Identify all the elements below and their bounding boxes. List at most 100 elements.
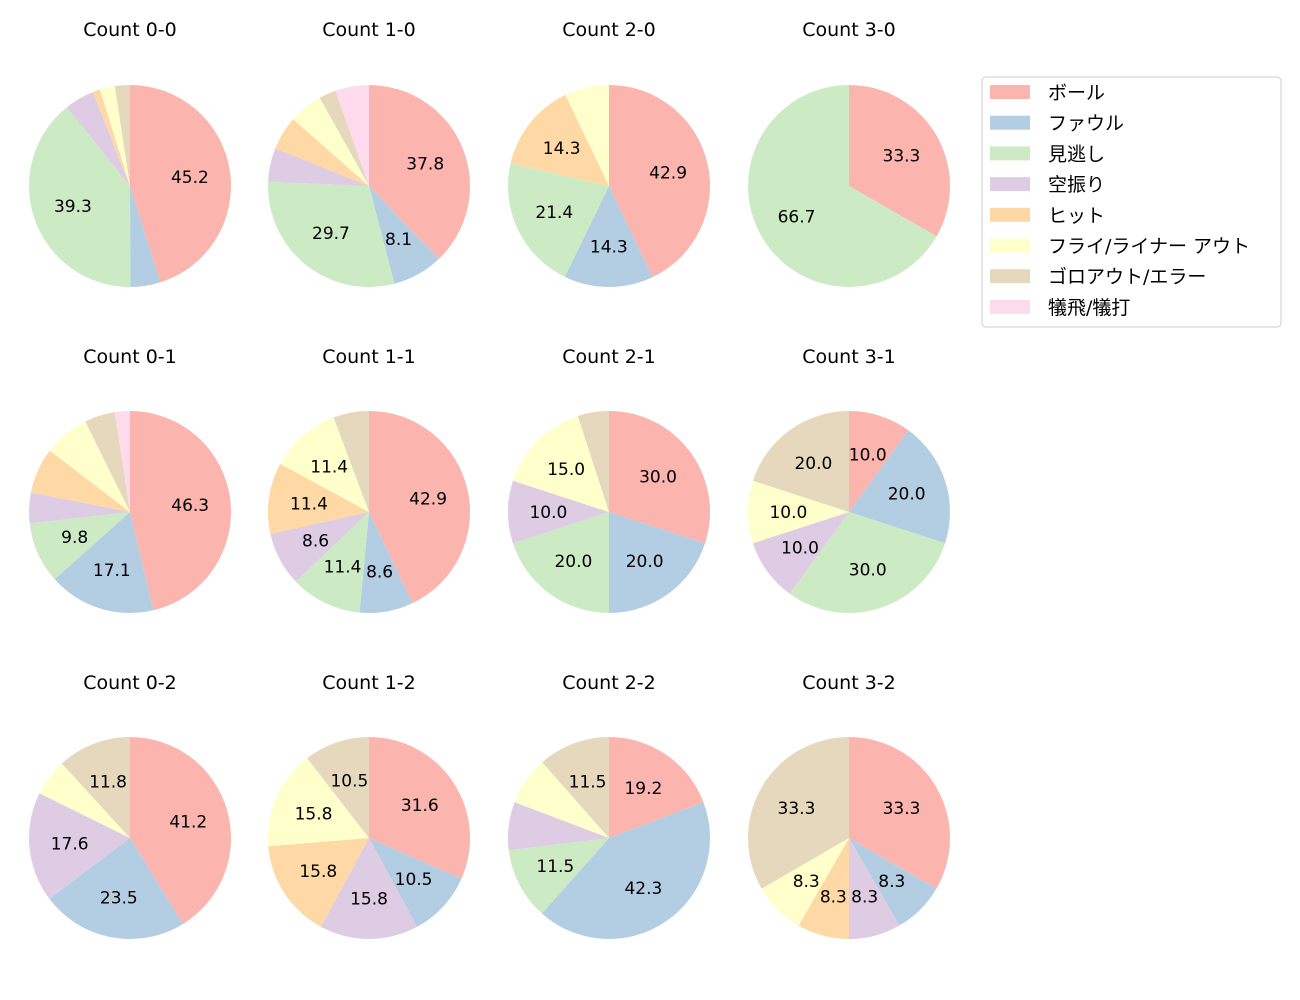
pie-slice (609, 737, 704, 838)
pie-slice (307, 737, 369, 838)
slice-label: 15.8 (350, 890, 388, 910)
pie-slice (789, 512, 946, 613)
pie-slice (335, 85, 369, 186)
slice-label: 8.6 (302, 532, 329, 552)
legend-swatch (990, 146, 1030, 161)
pie-slice (268, 148, 369, 186)
pie-slice (29, 793, 130, 899)
pie-slice (295, 512, 369, 613)
slice-label: 14.3 (543, 139, 581, 159)
pie-slice (508, 838, 609, 914)
slice-label: 33.3 (778, 799, 816, 819)
slice-label: 8.3 (851, 888, 878, 908)
slice-label: 11.4 (290, 495, 328, 515)
pie-slice (849, 838, 937, 926)
legend-item: フライ/ライナー アウト (990, 236, 1250, 258)
pie-slice (369, 411, 470, 604)
pie-slice (542, 737, 609, 838)
pie-slice (609, 512, 706, 613)
slice-label: 20.0 (888, 484, 926, 504)
pie-count-3-2: Count 3-233.38.38.38.38.333.3 (748, 672, 950, 939)
pie-slice (761, 838, 849, 926)
legend-label: 見逃し (1048, 143, 1105, 165)
legend-label: ファウル (1048, 113, 1124, 135)
slice-label: 31.6 (401, 796, 439, 816)
legend-item: ゴロアウト/エラー (990, 266, 1206, 288)
legend-item: ヒット (990, 205, 1105, 227)
slice-label: 19.2 (624, 779, 662, 799)
pie-slice (849, 737, 950, 889)
pie-slice (66, 92, 130, 186)
pie-title: Count 0-0 (83, 19, 177, 41)
pie-slice (268, 758, 369, 847)
pie-slice (280, 417, 369, 512)
slice-label: 20.0 (794, 454, 832, 474)
pie-slice (268, 181, 395, 288)
slice-label: 10.5 (395, 870, 433, 890)
pie-slice (752, 411, 849, 512)
pie-slice (319, 90, 369, 186)
legend-label: ヒット (1048, 205, 1105, 227)
slice-label: 11.5 (536, 857, 574, 877)
legend-label: フライ/ライナー アウト (1048, 236, 1250, 258)
legend-swatch (990, 269, 1030, 284)
slice-label: 29.7 (312, 224, 350, 244)
pie-slice (369, 186, 439, 284)
pie-slice (130, 186, 161, 287)
pie-count-0-2: Count 0-2 41.2 23.5 17.6 11.8 (29, 672, 231, 939)
slice-label: 20.0 (554, 552, 592, 572)
legend-item: 見逃し (990, 143, 1105, 165)
pie-count-1-2: Count 1-2 31.6 10.5 15.8 15.8 15.8 10.5 (268, 672, 470, 939)
slice-label: 8.3 (793, 872, 820, 892)
legend-label: ゴロアウト/エラー (1048, 266, 1206, 288)
slice-label: 11.4 (310, 457, 348, 477)
pie-slice (114, 85, 130, 186)
pie-slice (320, 838, 418, 939)
pie-slice (114, 411, 130, 512)
pie-slice (270, 512, 369, 582)
pie-slice (508, 802, 609, 851)
pie-slice (333, 411, 369, 512)
pie-slice (29, 512, 131, 580)
pie-slice (369, 838, 462, 927)
pie-count-1-0: Count 1-0 37.8 8.1 29.7 (268, 19, 470, 288)
pie-count-3-1: Count 3-110.020.030.010.010.020.0 (748, 346, 951, 613)
pie-slice (268, 463, 369, 535)
legend-swatch (990, 299, 1030, 314)
pie-slice (577, 411, 609, 512)
legend-label: ボール (1048, 82, 1105, 104)
pie-slice (849, 411, 909, 512)
legend-swatch (990, 177, 1030, 192)
pie-title: Count 2-0 (562, 19, 656, 41)
pie-slice (798, 838, 849, 939)
pie-count-2-2: Count 2-2 19.2 42.3 11.5 11.5 (508, 672, 711, 939)
pie-slice (849, 430, 951, 544)
pie-slice (130, 737, 231, 924)
legend-label: 空振り (1048, 174, 1105, 196)
pie-slice (359, 512, 413, 613)
pie-slice (508, 480, 609, 544)
slice-label: 9.8 (61, 528, 88, 548)
slice-label: 8.3 (878, 872, 905, 892)
slice-label: 17.6 (51, 835, 89, 855)
slice-label: 15.0 (547, 460, 585, 480)
pie-slice (54, 512, 154, 614)
pie-slice (565, 85, 609, 186)
pie-slice (609, 411, 710, 544)
pie-slice (609, 85, 710, 278)
pie-title: Count 1-2 (322, 672, 416, 694)
pie-slice (49, 421, 130, 512)
pie-count-2-1: Count 2-1 30.0 20.0 20.0 10.0 15.0 (508, 346, 710, 613)
slice-label: 11.4 (324, 558, 362, 578)
pie-title: Count 1-1 (322, 346, 416, 368)
slice-label: 10.0 (769, 503, 807, 523)
slice-label: 33.3 (883, 799, 921, 819)
pie-slice (849, 85, 950, 237)
pie-slice (29, 492, 130, 524)
slice-label: 46.3 (171, 496, 209, 516)
slice-label: 39.3 (54, 197, 92, 217)
slice-label: 15.8 (295, 805, 333, 825)
slice-label: 30.0 (639, 467, 677, 487)
